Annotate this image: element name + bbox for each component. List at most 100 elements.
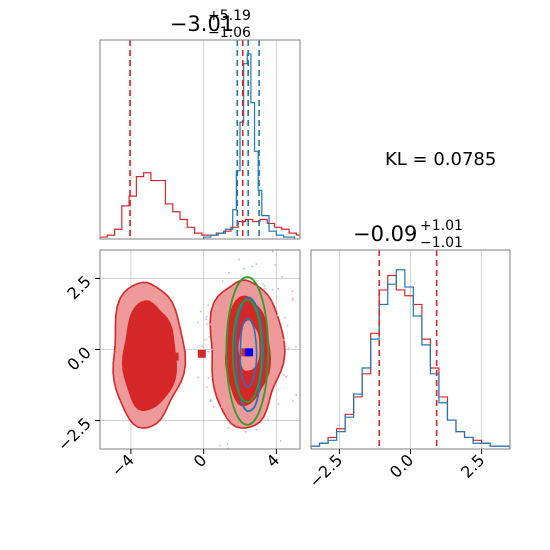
scatter-point bbox=[226, 416, 229, 418]
scatter-point bbox=[266, 418, 269, 421]
scatter-point bbox=[271, 288, 274, 291]
top-left-title: −3.01 bbox=[170, 12, 234, 36]
scatter-point bbox=[291, 290, 294, 292]
blue-outer-contour bbox=[234, 296, 264, 413]
scatter-point bbox=[287, 347, 290, 350]
red-square-marker bbox=[197, 349, 206, 358]
scatter-point bbox=[234, 451, 236, 453]
scatter-point bbox=[197, 321, 200, 324]
scatter-point bbox=[227, 271, 230, 274]
scatter-point bbox=[276, 314, 279, 317]
scatter-point bbox=[208, 336, 210, 338]
scatter-point bbox=[227, 427, 230, 429]
scatter-point bbox=[246, 452, 248, 454]
bottom-right-x-tick-label: 0.0 bbox=[386, 450, 417, 481]
blue-square-marker bbox=[245, 348, 254, 357]
scatter-point bbox=[295, 345, 297, 348]
scatter-point bbox=[291, 299, 294, 301]
scatter-point bbox=[199, 310, 202, 313]
scatter-point bbox=[238, 258, 241, 261]
top-left-histogram-series bbox=[203, 53, 296, 239]
bottom-left-x-tick-label: −4 bbox=[108, 450, 138, 480]
scatter-point bbox=[216, 306, 219, 309]
scatter-point bbox=[209, 398, 212, 401]
scatter-point bbox=[283, 339, 286, 341]
scatter-point bbox=[221, 280, 224, 283]
scatter-point bbox=[205, 315, 208, 318]
scatter-point bbox=[271, 250, 274, 253]
scatter-point bbox=[211, 348, 213, 351]
bottom-left-contours bbox=[112, 241, 298, 454]
blue-inner-contour bbox=[239, 317, 258, 388]
scatter-point bbox=[282, 373, 285, 376]
left-mode-inner-contour bbox=[121, 300, 177, 412]
green-outer-ellipse bbox=[225, 276, 270, 426]
scatter-point bbox=[291, 400, 294, 402]
green-inner-ellipse bbox=[231, 298, 263, 403]
scatter-point bbox=[284, 316, 287, 319]
scatter-point bbox=[207, 304, 209, 307]
scatter-point bbox=[292, 297, 294, 300]
scatter-point bbox=[263, 287, 266, 290]
scatter-point bbox=[242, 267, 245, 270]
bottom-right-histogram-panel: −2.5 0.0 2.5 bbox=[305, 249, 511, 491]
scatter-point bbox=[209, 400, 212, 403]
scatter-point bbox=[212, 406, 215, 408]
scatter-point bbox=[281, 275, 284, 278]
scatter-point bbox=[255, 263, 258, 265]
bottom-left-x-tick-label: 0 bbox=[190, 450, 211, 471]
scatter-point bbox=[253, 244, 255, 246]
scatter-point bbox=[286, 324, 289, 327]
scatter-point bbox=[244, 430, 247, 433]
scatter-point bbox=[205, 386, 208, 389]
scatter-point bbox=[263, 285, 266, 288]
scatter-point bbox=[197, 376, 200, 379]
top-left-title-sup: +5.19 bbox=[208, 8, 251, 24]
scatter-point bbox=[228, 422, 231, 425]
scatter-point bbox=[251, 265, 254, 268]
bottom-right-x-tick-label: −2.5 bbox=[305, 450, 346, 491]
red-square-marker bbox=[170, 352, 179, 361]
bottom-left-y-tick-label: 0.0 bbox=[63, 343, 94, 374]
scatter-point bbox=[255, 428, 258, 431]
scatter-point bbox=[219, 444, 221, 447]
bottom-right-histogram-series bbox=[311, 269, 510, 449]
scatter-point bbox=[277, 403, 280, 405]
bottom-left-x-tick-label: 4 bbox=[263, 450, 284, 471]
top-left-title-main: −3.01 bbox=[170, 12, 234, 36]
bottom-right-x-tick-label: 2.5 bbox=[457, 450, 488, 481]
scatter-point bbox=[262, 283, 264, 286]
scatter-point bbox=[209, 323, 212, 326]
bottom-right-title-sub: −1.01 bbox=[420, 235, 463, 251]
scatter-point bbox=[274, 264, 277, 267]
scatter-point bbox=[226, 442, 229, 445]
scatter-point bbox=[285, 375, 288, 378]
bottom-left-y-tick-label: 2.5 bbox=[63, 272, 94, 303]
scatter-point bbox=[277, 287, 280, 290]
top-left-histogram-panel bbox=[99, 39, 301, 240]
scatter-point bbox=[250, 241, 252, 243]
scatter-point bbox=[207, 350, 210, 353]
top-left-title-sub: −1.06 bbox=[208, 25, 251, 41]
top-left-frame bbox=[99, 39, 301, 240]
scatter-point bbox=[201, 345, 204, 348]
red-square-marker bbox=[139, 351, 148, 360]
scatter-point bbox=[275, 295, 278, 298]
scatter-point bbox=[204, 338, 207, 341]
kl-annotation: KL = 0.0785 bbox=[385, 149, 496, 170]
top-left-histogram-series bbox=[100, 172, 300, 239]
bottom-left-y-tick-label: −2.5 bbox=[54, 414, 95, 455]
scatter-point bbox=[236, 248, 238, 250]
scatter-point bbox=[279, 440, 282, 442]
scatter-point bbox=[212, 327, 214, 330]
bottom-left-contour-panel: −4 0 4 −2.5 0.0 2.5 bbox=[54, 241, 301, 481]
scatter-point bbox=[249, 452, 251, 454]
scatter-point bbox=[220, 406, 223, 408]
scatter-point bbox=[205, 323, 208, 326]
bottom-right-title-main: −0.09 bbox=[353, 222, 417, 246]
scatter-point bbox=[207, 377, 210, 379]
scatter-point bbox=[205, 318, 207, 321]
scatter-point bbox=[213, 376, 216, 379]
